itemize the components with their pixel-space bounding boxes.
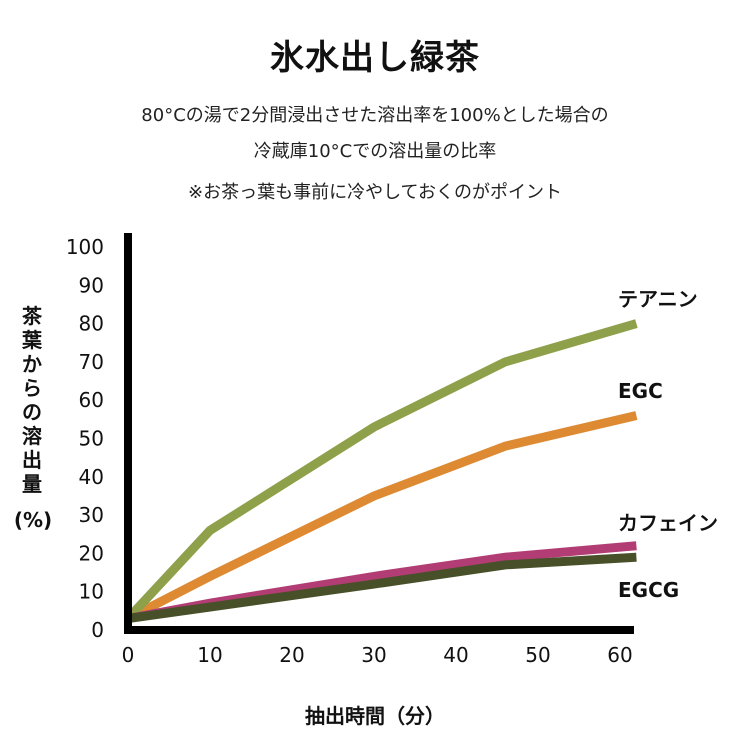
- x-tick-label: 0: [122, 643, 135, 667]
- y-tick-label: 30: [79, 503, 104, 527]
- y-tick-label: 100: [66, 235, 104, 259]
- x-tick-label: 50: [525, 643, 550, 667]
- series-label: EGCG: [618, 578, 679, 602]
- y-tick-label: 10: [79, 580, 104, 604]
- y-tick-label: 50: [79, 427, 104, 451]
- y-tick-label: 40: [79, 465, 104, 489]
- x-axis-label: 抽出時間（分）: [305, 704, 445, 728]
- y-tick-label: 70: [79, 350, 104, 374]
- x-tick-label: 60: [607, 643, 632, 667]
- chart-note: ※お茶っ葉も事前に冷やしておくのがポイント: [188, 182, 562, 203]
- series-label: テアニン: [618, 287, 698, 311]
- series-line: [124, 319, 638, 622]
- y-tick-label: 80: [79, 312, 104, 336]
- series-line: [127, 552, 637, 623]
- y-tick-label: 20: [79, 541, 104, 565]
- chart-subtitle-line1: 80°Cの湯で2分間浸出させた溶出率を100%とした場合の: [141, 105, 609, 126]
- y-tick-label: 90: [79, 273, 104, 297]
- y-axis-unit: (%): [13, 508, 53, 532]
- x-tick-label: 40: [443, 643, 468, 667]
- series-label: EGC: [618, 379, 663, 403]
- chart-subtitle-line2: 冷蔵庫10°Cでの溶出量の比率: [253, 141, 497, 162]
- x-tick-label: 10: [197, 643, 222, 667]
- chart-title: 氷水出し緑茶: [270, 38, 480, 78]
- y-axis-label: 茶葉からの溶出量: [22, 304, 42, 496]
- x-tick-label: 20: [279, 643, 304, 667]
- series-line: [125, 411, 638, 623]
- series-label: カフェイン: [618, 511, 718, 535]
- y-tick-label: 60: [79, 388, 104, 412]
- y-tick-label: 0: [91, 618, 104, 642]
- x-tick-label: 30: [361, 643, 386, 667]
